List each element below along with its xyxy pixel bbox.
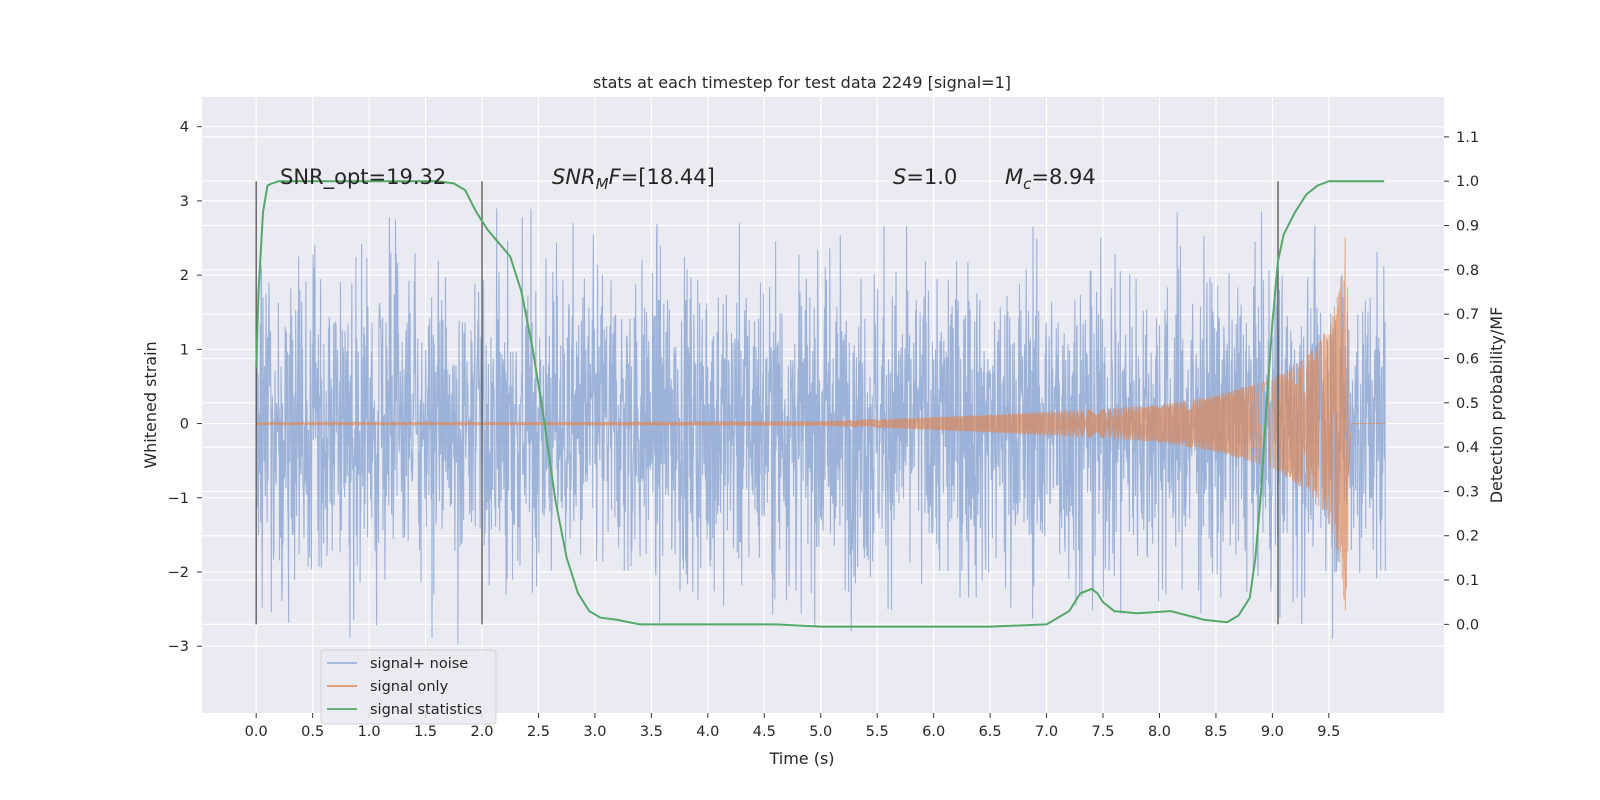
annotation-snr-mf-subscript: M	[596, 175, 609, 193]
annotation-mc-symbol: M	[1005, 165, 1023, 189]
y-axis-label: Whitened strain	[141, 341, 160, 468]
signal-noise-series	[255, 208, 1386, 645]
x-tick-label-18: 9.0	[1261, 724, 1284, 740]
annotations: SNR_opt=19.32 SNRMF=[18.44] S=1.0 Mc=8.9…	[280, 165, 1096, 193]
y-right-tick-label-0: 0.0	[1456, 617, 1479, 633]
y-right-tick-label-9: 0.9	[1456, 219, 1479, 235]
y-right-tick-label-7: 0.7	[1456, 307, 1479, 323]
annotation-s-value: =1.0	[906, 165, 957, 189]
y-tick-label-1: −2	[168, 565, 189, 581]
x-tick-label-19: 9.5	[1317, 724, 1340, 740]
y-right-tick-label-4: 0.4	[1456, 440, 1479, 456]
legend-label-signal-only: signal only	[370, 679, 449, 695]
y-right-tick-label-5: 0.5	[1456, 396, 1479, 412]
chart-title: stats at each timestep for test data 224…	[593, 73, 1011, 92]
annotation-s: S=1.0	[893, 165, 957, 189]
x-tick-label-6: 3.0	[583, 724, 606, 740]
signal-noise-line	[255, 208, 1386, 645]
y-right-tick-label-1: 0.1	[1456, 573, 1479, 589]
y-right-tick-label-10: 1.0	[1456, 174, 1479, 190]
legend-label-signal-noise: signal+ noise	[370, 656, 468, 672]
x-tick-label-16: 8.0	[1148, 724, 1171, 740]
signal-only-line	[255, 237, 1386, 611]
x-tick-label-1: 0.5	[301, 724, 324, 740]
annotation-snr-opt: SNR_opt=19.32	[280, 165, 446, 190]
annotation-snr-mf-value: =[18.44]	[621, 165, 715, 189]
annotation-mc-value: =8.94	[1031, 165, 1095, 189]
x-tick-label-10: 5.0	[809, 724, 832, 740]
y-right-tick-label-6: 0.6	[1456, 351, 1479, 367]
x-tick-label-14: 7.0	[1035, 724, 1058, 740]
y-right-tick-label-2: 0.2	[1456, 529, 1479, 545]
x-tick-label-3: 1.5	[414, 724, 437, 740]
x-tick-label-9: 4.5	[753, 724, 776, 740]
x-tick-label-12: 6.0	[922, 724, 945, 740]
vertical-markers	[255, 181, 1279, 625]
x-tick-label-5: 2.5	[527, 724, 550, 740]
annotation-snr-mf: SNRMF=[18.44]	[552, 165, 715, 193]
legend-box	[320, 649, 497, 725]
y-right-tick-label-11: 1.1	[1456, 130, 1479, 146]
y-axis-right-label: Detection probability/MF	[1487, 307, 1506, 504]
x-tick-label-0: 0.0	[245, 724, 268, 740]
x-axis-label: Time (s)	[768, 749, 834, 768]
signal-only-series	[255, 237, 1386, 611]
y-tick-label-0: −3	[168, 639, 189, 655]
x-tick-label-11: 5.5	[866, 724, 889, 740]
y-tick-label-7: 4	[180, 120, 189, 136]
x-tick-label-7: 3.5	[640, 724, 663, 740]
y-right-tick-label-3: 0.3	[1456, 484, 1479, 500]
y-tick-label-3: 0	[180, 417, 189, 433]
x-tick-label-15: 7.5	[1091, 724, 1114, 740]
y-tick-label-2: −1	[168, 491, 189, 507]
x-tick-label-2: 1.0	[358, 724, 381, 740]
y-right-tick-label-8: 0.8	[1456, 263, 1479, 279]
x-tick-label-17: 8.5	[1204, 724, 1227, 740]
y-tick-label-4: 1	[180, 342, 189, 358]
x-tick-label-13: 6.5	[979, 724, 1002, 740]
annotation-mc: Mc=8.94	[1005, 165, 1096, 193]
annotation-mc-subscript: c	[1023, 175, 1032, 193]
x-tick-label-8: 4.0	[696, 724, 719, 740]
annotation-snr-mf-tail: F	[609, 165, 622, 189]
signal-statistics-series	[255, 180, 1385, 628]
signal-statistics-line	[255, 180, 1385, 628]
x-tick-label-4: 2.0	[470, 724, 493, 740]
annotation-snr-mf-symbol: SNR	[552, 165, 596, 189]
axis-ticks: 0.0 0.5 1.0 1.5 2.0 2.5 3.0 3.5 4.0 4.5 5.0 5.5 6.0 6…	[168, 120, 1479, 740]
y-tick-label-6: 3	[180, 194, 189, 210]
annotation-s-symbol: S	[893, 165, 906, 189]
y-tick-label-5: 2	[180, 268, 189, 284]
legend-label-signal-statistics: signal statistics	[370, 702, 482, 718]
legend: signal+ noise signal only signal statist…	[320, 649, 497, 725]
